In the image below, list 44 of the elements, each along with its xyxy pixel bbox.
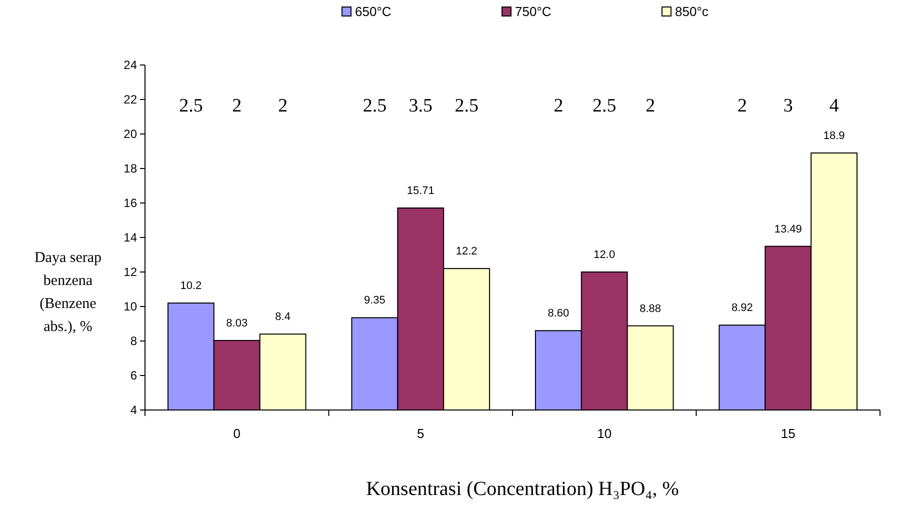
data-label: 8.60	[548, 308, 570, 320]
legend-label: 850°c	[675, 4, 709, 19]
data-label: 12.0	[594, 249, 616, 261]
y-tick-label: 4	[130, 403, 138, 418]
annotation: 2.5	[179, 96, 203, 117]
data-label: 10.2	[180, 280, 202, 292]
annotation: 2	[554, 96, 564, 117]
y-tick-label: 20	[124, 127, 138, 142]
annotation: 2.5	[592, 96, 616, 117]
annotation: 2	[737, 96, 747, 117]
x-tick-label: 5	[417, 426, 424, 441]
x-tick-label: 10	[597, 426, 612, 441]
y-tick-label: 16	[124, 196, 138, 210]
legend-label: 650°C	[355, 4, 392, 19]
annotation: 2.5	[454, 96, 478, 117]
y-tick-label: 8	[130, 334, 138, 348]
data-label: 8.88	[640, 302, 662, 315]
data-label: 13.49	[774, 223, 802, 236]
y-tick-label: 18	[124, 162, 138, 176]
y-tick-label: 24	[124, 58, 138, 72]
data-label: 18.9	[823, 130, 845, 142]
data-label: 12.2	[456, 246, 478, 258]
x-tick-label: 0	[233, 426, 240, 441]
x-tick-label: 15	[780, 426, 796, 441]
annotation: 4	[829, 96, 840, 117]
annotation: 2.5	[362, 96, 387, 117]
annotation: 2	[646, 96, 656, 117]
data-label: 8.92	[731, 302, 753, 314]
data-label: 8.03	[226, 317, 248, 330]
x-axis-title: Konsentrasi (Concentration) H₃PO₄, %	[366, 478, 679, 500]
y-tick-label: 22	[124, 92, 138, 107]
y-axis-title: Daya serap benzena (Benzene abs.), %	[34, 250, 102, 335]
data-label: 15.71	[406, 185, 434, 198]
legend-label: 750°C	[515, 4, 552, 19]
y-tick-label: 14	[124, 230, 138, 245]
data-label: 8.4	[275, 311, 290, 324]
y-tick-label: 12	[124, 265, 138, 280]
data-label: 9.35	[364, 294, 386, 307]
y-tick-label: 10	[124, 300, 138, 314]
annotation: 2	[278, 96, 288, 117]
annotation: 3	[783, 96, 793, 117]
annotation: 2	[232, 96, 242, 117]
annotation: 3.5	[408, 96, 432, 117]
y-tick-label: 6	[130, 368, 138, 383]
